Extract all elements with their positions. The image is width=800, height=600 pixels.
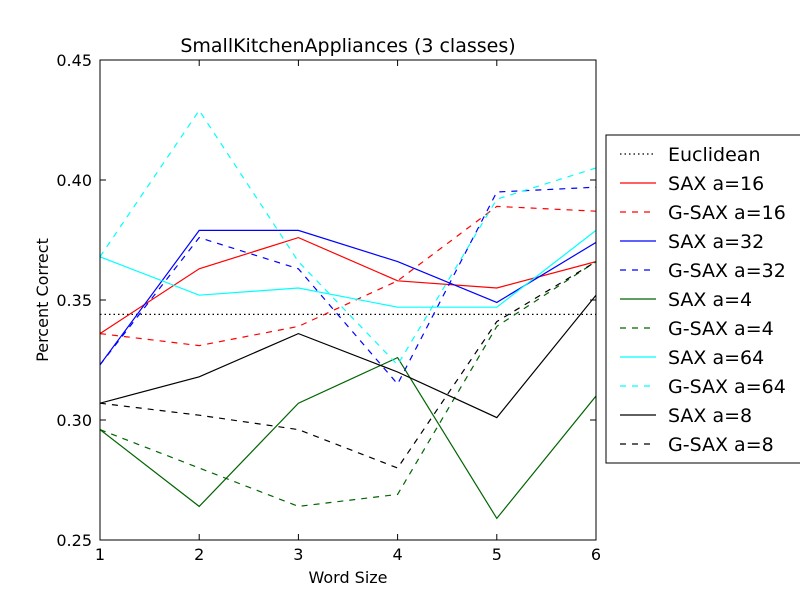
- legend-label: Euclidean: [668, 144, 761, 166]
- legend-label: G-SAX a=8: [668, 434, 774, 456]
- legend-label: G-SAX a=4: [668, 318, 774, 340]
- x-tick-label: 2: [194, 545, 204, 564]
- legend: Euclidean SAX a=16 G-SAX a=16 SAX a=32 G-SAX…: [605, 134, 800, 464]
- legend-label: SAX a=4: [668, 289, 752, 311]
- legend-label: SAX a=16: [668, 173, 764, 195]
- series-line-g-sax-a-16: [100, 205, 596, 347]
- legend-label: G-SAX a=16: [668, 202, 786, 224]
- x-tick-label: 6: [591, 545, 601, 564]
- series-line-g-sax-a-4: [100, 261, 596, 508]
- chart-title: SmallKitchenAppliances (3 classes): [180, 35, 515, 57]
- y-axis-label: Percent Correct: [33, 238, 52, 362]
- series-line-sax-a-32: [100, 229, 596, 366]
- x-tick-label: 3: [293, 545, 303, 564]
- legend-label: SAX a=8: [668, 405, 752, 427]
- series-line-g-sax-a-8: [100, 261, 596, 469]
- x-axis-label: Word Size: [308, 568, 387, 587]
- series-line-g-sax-a-32: [100, 186, 596, 386]
- x-tick-label: 5: [492, 545, 502, 564]
- plot-frame: [99, 59, 597, 541]
- series-line-g-sax-a-64: [100, 109, 596, 366]
- series-line-sax-a-4: [100, 356, 596, 520]
- y-tick-label: 0.35: [56, 291, 92, 310]
- legend-label: SAX a=64: [668, 347, 764, 369]
- plot-area: [100, 60, 596, 540]
- x-tick-label: 1: [95, 545, 105, 564]
- x-tick-label: 4: [393, 545, 403, 564]
- series-line-sax-a-16: [100, 236, 596, 335]
- series-layer: [100, 109, 596, 520]
- series-line-sax-a-64: [100, 229, 596, 308]
- series-line-sax-a-8: [100, 294, 596, 419]
- legend-label: G-SAX a=32: [668, 260, 786, 282]
- y-tick-label: 0.40: [56, 171, 92, 190]
- legend-label: SAX a=32: [668, 231, 764, 253]
- y-tick-label: 0.25: [56, 531, 92, 550]
- legend-label: G-SAX a=64: [668, 376, 786, 398]
- y-tick-label: 0.45: [56, 51, 92, 70]
- y-tick-label: 0.30: [56, 411, 92, 430]
